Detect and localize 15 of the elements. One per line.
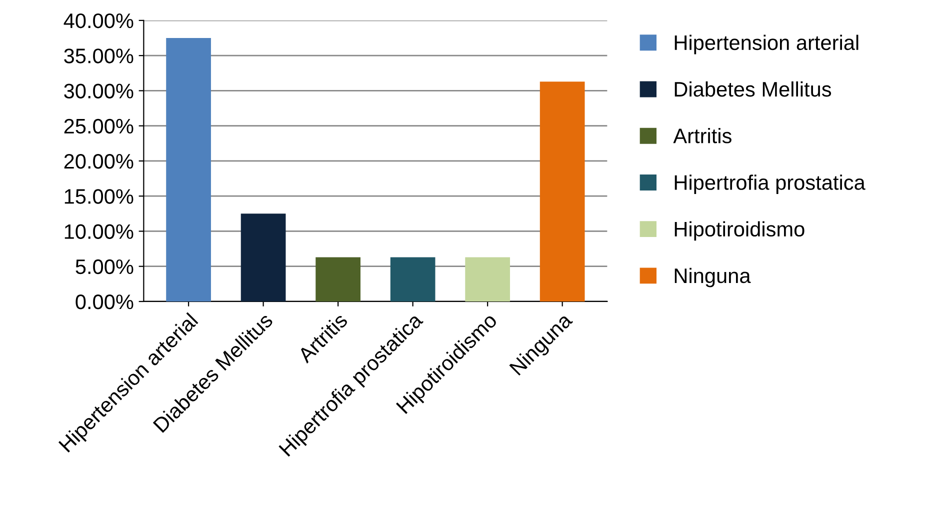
legend-label: Hipertension arterial (674, 34, 858, 54)
y-tick-label: 30.00% (64, 84, 134, 98)
y-tick-label: 0.00% (76, 294, 134, 310)
legend-label: Artritis (673, 128, 732, 144)
legend-label: Ninguna (674, 268, 751, 288)
legend-label: Diabetes Mellitus (674, 81, 832, 97)
y-tick-label: 35.00% (64, 48, 134, 64)
y-tick-label: 5.00% (76, 259, 134, 274)
y-tick-label: 25.00% (64, 118, 134, 134)
legend-label: Hipotiroidismo (674, 221, 804, 241)
y-tick-label: 15.00% (64, 189, 134, 204)
y-tick-label: 20.00% (64, 154, 134, 169)
legend-label: Hipertrofia prostatica (674, 174, 866, 194)
y-tick-label: 40.00% (64, 13, 134, 28)
y-tick-label: 10.00% (64, 224, 134, 239)
